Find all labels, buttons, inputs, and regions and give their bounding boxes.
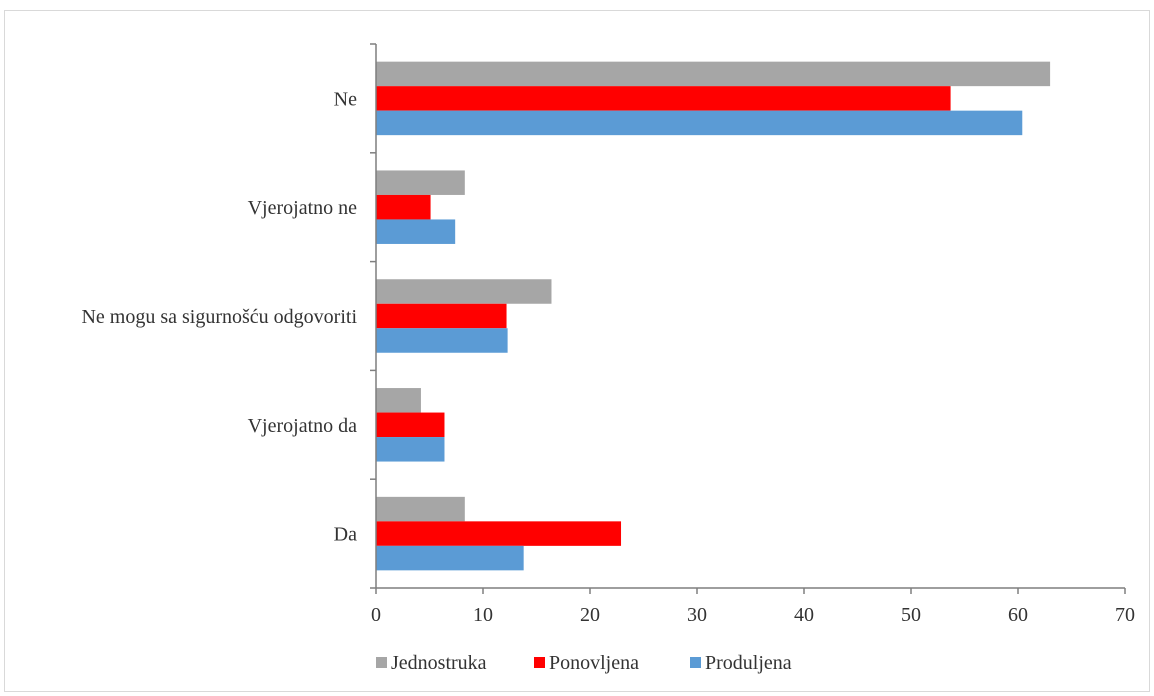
bar-jednostruka-vjerojatno-ne	[376, 170, 465, 195]
x-tick-label: 20	[580, 604, 600, 626]
axes-group: Da Vjerojatno da Ne mogu sa sigurnošću odg…	[81, 43, 1135, 626]
legend-label-ponovljena: Ponovljena	[549, 652, 639, 674]
x-tick-label: 60	[1008, 604, 1028, 626]
category-label: Vjerojatno da	[248, 415, 358, 437]
bar-produljena-vjerojatno-da	[376, 437, 445, 462]
bar-ponovljena-ne	[376, 86, 951, 111]
bar-ponovljena-da	[376, 521, 622, 546]
legend-swatch-jednostruka	[376, 657, 387, 668]
x-tick-label: 70	[1115, 604, 1135, 626]
bar-jednostruka-vjerojatno-da	[376, 388, 421, 413]
bar-produljena-vjerojatno-ne	[376, 219, 456, 244]
chart-frame	[4, 10, 1150, 692]
legend-label-jednostruka: Jednostruka	[391, 652, 487, 674]
bar-ponovljena-ne-mogu-sa-sigurnoscu-odgovoriti	[376, 303, 507, 329]
category-label: Ne	[334, 88, 357, 110]
bars-group	[376, 61, 1051, 571]
bar-jednostruka-ne-mogu-sa-sigurnoscu-odgovoriti	[376, 279, 552, 304]
category-label: Vjerojatno ne	[248, 197, 358, 219]
category-label: Ne mogu sa sigurnošću odgovoriti	[81, 306, 357, 328]
bar-produljena-ne	[376, 110, 1023, 136]
legend-label-produljena: Produljena	[705, 652, 792, 674]
legend-swatch-produljena	[690, 657, 701, 668]
bar-ponovljena-vjerojatno-da	[376, 412, 445, 438]
category-label: Da	[334, 524, 357, 546]
bar-jednostruka-da	[376, 496, 465, 522]
bar-produljena-ne-mogu-sa-sigurnoscu-odgovoriti	[376, 328, 508, 353]
x-tick-label: 30	[687, 604, 707, 626]
x-tick-label: 10	[473, 604, 493, 626]
bar-jednostruka-ne	[376, 61, 1051, 87]
bar-ponovljena-vjerojatno-ne	[376, 194, 431, 220]
x-tick-label: 0	[371, 604, 381, 626]
x-tick-label: 50	[901, 604, 921, 626]
x-tick-label: 40	[794, 604, 814, 626]
bar-produljena-da	[376, 545, 524, 571]
legend-swatch-ponovljena	[534, 657, 545, 668]
legend: Jednostruka Ponovljena Produljena	[376, 652, 792, 674]
